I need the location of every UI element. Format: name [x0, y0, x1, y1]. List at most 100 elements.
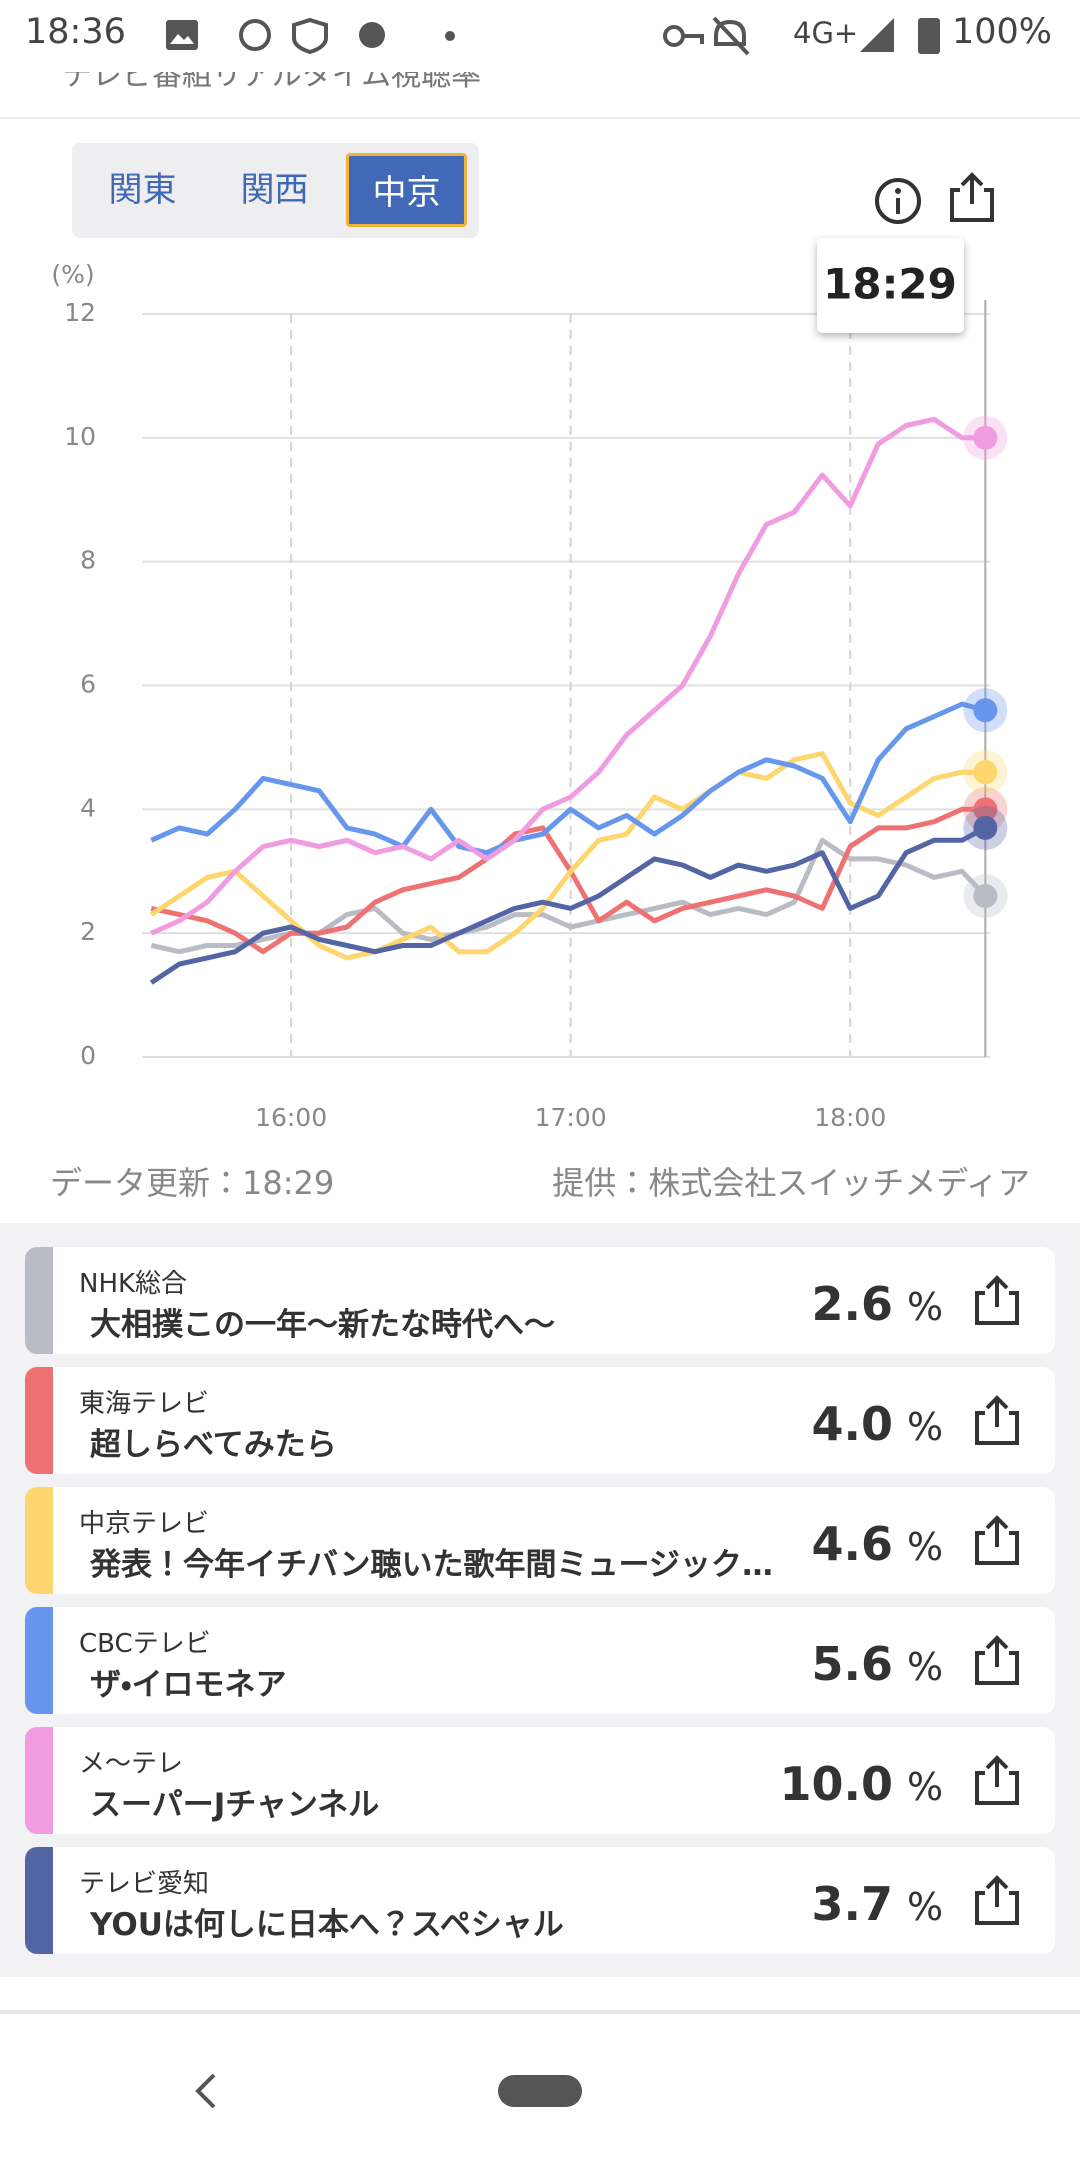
share-icon	[975, 1411, 1019, 1445]
notification-icons	[166, 17, 455, 55]
channel-color	[25, 1367, 53, 1474]
system-icons	[663, 16, 940, 56]
region-tab[interactable]: 中京	[346, 153, 467, 227]
rating-unit: %	[907, 1285, 944, 1329]
clock: 18:36	[25, 12, 126, 52]
share-button[interactable]	[971, 1753, 1023, 1809]
channel-name: テレビ愛知	[79, 1869, 210, 1899]
program-title: YOUは何しに日本へ？スペシャル	[90, 1907, 564, 1943]
channel-list: NHK総合大相撲この一年〜新たな時代へ〜 2.6% 東海テレビ超しらべてみたら 4.0…	[0, 1223, 1080, 1977]
channel-name: NHK総合	[79, 1269, 188, 1299]
rating-value: 3.7	[811, 1877, 894, 1931]
status-bar: 18:36 4G+ 100%	[0, 0, 1080, 72]
rating-unit: %	[907, 1885, 944, 1929]
channel-color	[25, 1487, 53, 1594]
channel-name: CBCテレビ	[79, 1629, 211, 1659]
share-arrow	[985, 1755, 1009, 1787]
tooltip-time: 18:29	[823, 260, 957, 309]
channel-card[interactable]: テレビ愛知 YOUは何しに日本へ？スペシャル 3.7%	[25, 1847, 1055, 1954]
channel-color	[25, 1727, 53, 1834]
share-icon	[975, 1291, 1019, 1325]
rating-value: 10.0	[779, 1757, 894, 1811]
channel-color	[25, 1847, 53, 1954]
y-tick-label: 2	[80, 917, 96, 946]
data-credit: 提供：株式会社スイッチメディア	[552, 1164, 1030, 1202]
share-button[interactable]	[971, 1273, 1023, 1329]
rating-value: 4.0	[811, 1397, 894, 1451]
x-tick-label: 18:00	[814, 1103, 886, 1132]
share-button[interactable]	[971, 1393, 1023, 1449]
chart: (%) 0 2 4 6 8 10 12 16:00 17:00 18:00 18:29	[51, 238, 1008, 1132]
end-marker	[973, 797, 998, 822]
page-header: テレビ番組リアルタイム視聴率	[0, 72, 1080, 119]
region-tabs: 関東 関西 中京	[72, 143, 479, 238]
share-chart-button[interactable]	[946, 170, 998, 226]
info-button[interactable]	[872, 174, 928, 230]
rating-value: 5.6	[811, 1637, 894, 1691]
share-button[interactable]	[971, 1873, 1023, 1929]
y-tick-label: 8	[80, 546, 96, 575]
home-button[interactable]	[498, 2075, 582, 2107]
channel-card[interactable]: 東海テレビ超しらべてみたら 4.0%	[25, 1367, 1055, 1474]
channel-card[interactable]: 中京テレビ発表！今年イチバン聴いた歌年間ミュージックアワード 4.6%	[25, 1487, 1055, 1594]
navigation-bar	[0, 2010, 1080, 2164]
share-button[interactable]	[971, 1513, 1023, 1569]
y-tick-label: 6	[80, 670, 96, 699]
share-arrow	[985, 1275, 1009, 1307]
end-marker	[973, 698, 998, 723]
channel-card[interactable]: メ〜テレスーパーJチャンネル 10.0%	[25, 1727, 1055, 1834]
end-marker	[973, 815, 998, 840]
rating-unit: %	[907, 1765, 944, 1809]
y-tick-label: 4	[80, 793, 96, 822]
end-marker	[973, 425, 998, 450]
share-arrow	[985, 1635, 1009, 1667]
rating-value: 4.6	[811, 1517, 894, 1571]
series-line	[149, 751, 986, 961]
page-title: テレビ番組リアルタイム視聴率	[62, 72, 482, 93]
update-time: データ更新：18:29	[50, 1164, 335, 1202]
program-title: スーパーJチャンネル	[90, 1787, 380, 1823]
share-arrow	[985, 1875, 1009, 1907]
program-title: 大相撲この一年〜新たな時代へ〜	[90, 1307, 555, 1343]
channel-card[interactable]: NHK総合大相撲この一年〜新たな時代へ〜 2.6%	[25, 1247, 1055, 1354]
series-line	[150, 416, 986, 936]
series-line	[149, 825, 987, 985]
share-icon	[975, 1891, 1019, 1925]
tooltip-box	[817, 238, 964, 333]
battery-level: 100%	[952, 12, 1053, 52]
channel-color	[25, 1247, 53, 1354]
channel-card[interactable]: CBCテレビザ・イロモネア 5.6%	[25, 1607, 1055, 1714]
y-tick-label: 12	[64, 298, 96, 327]
rating-unit: %	[907, 1405, 944, 1449]
back-button[interactable]	[190, 2071, 220, 2111]
share-icon	[975, 1771, 1019, 1805]
rating-value: 2.6	[811, 1277, 894, 1331]
rating-unit: %	[907, 1645, 944, 1689]
series-line	[150, 837, 988, 955]
share-icon	[975, 1531, 1019, 1565]
share-icon	[975, 1651, 1019, 1685]
share-button[interactable]	[971, 1633, 1023, 1689]
share-arrow	[985, 1395, 1009, 1427]
channel-name: 中京テレビ	[79, 1509, 210, 1539]
region-tab[interactable]: 関東	[108, 170, 177, 210]
channel-color	[25, 1607, 53, 1714]
program-title: 発表！今年イチバン聴いた歌年間ミュージックアワード	[90, 1547, 790, 1583]
y-tick-label: 0	[80, 1041, 96, 1070]
program-title: 超しらべてみたら	[90, 1427, 337, 1463]
program-title: ザ・イロモネア	[90, 1667, 287, 1703]
channel-name: メ〜テレ	[79, 1749, 184, 1779]
x-tick-label: 17:00	[535, 1103, 607, 1132]
end-marker	[973, 884, 998, 909]
share-arrow	[985, 1515, 1009, 1547]
rating-unit: %	[907, 1525, 944, 1569]
network-type: 4G+	[793, 16, 859, 50]
x-tick-label: 16:00	[255, 1103, 327, 1132]
y-unit: (%)	[51, 260, 94, 289]
region-tab[interactable]: 関西	[240, 170, 309, 210]
channel-name: 東海テレビ	[79, 1389, 210, 1419]
series-line	[150, 701, 986, 856]
end-marker	[973, 760, 998, 785]
